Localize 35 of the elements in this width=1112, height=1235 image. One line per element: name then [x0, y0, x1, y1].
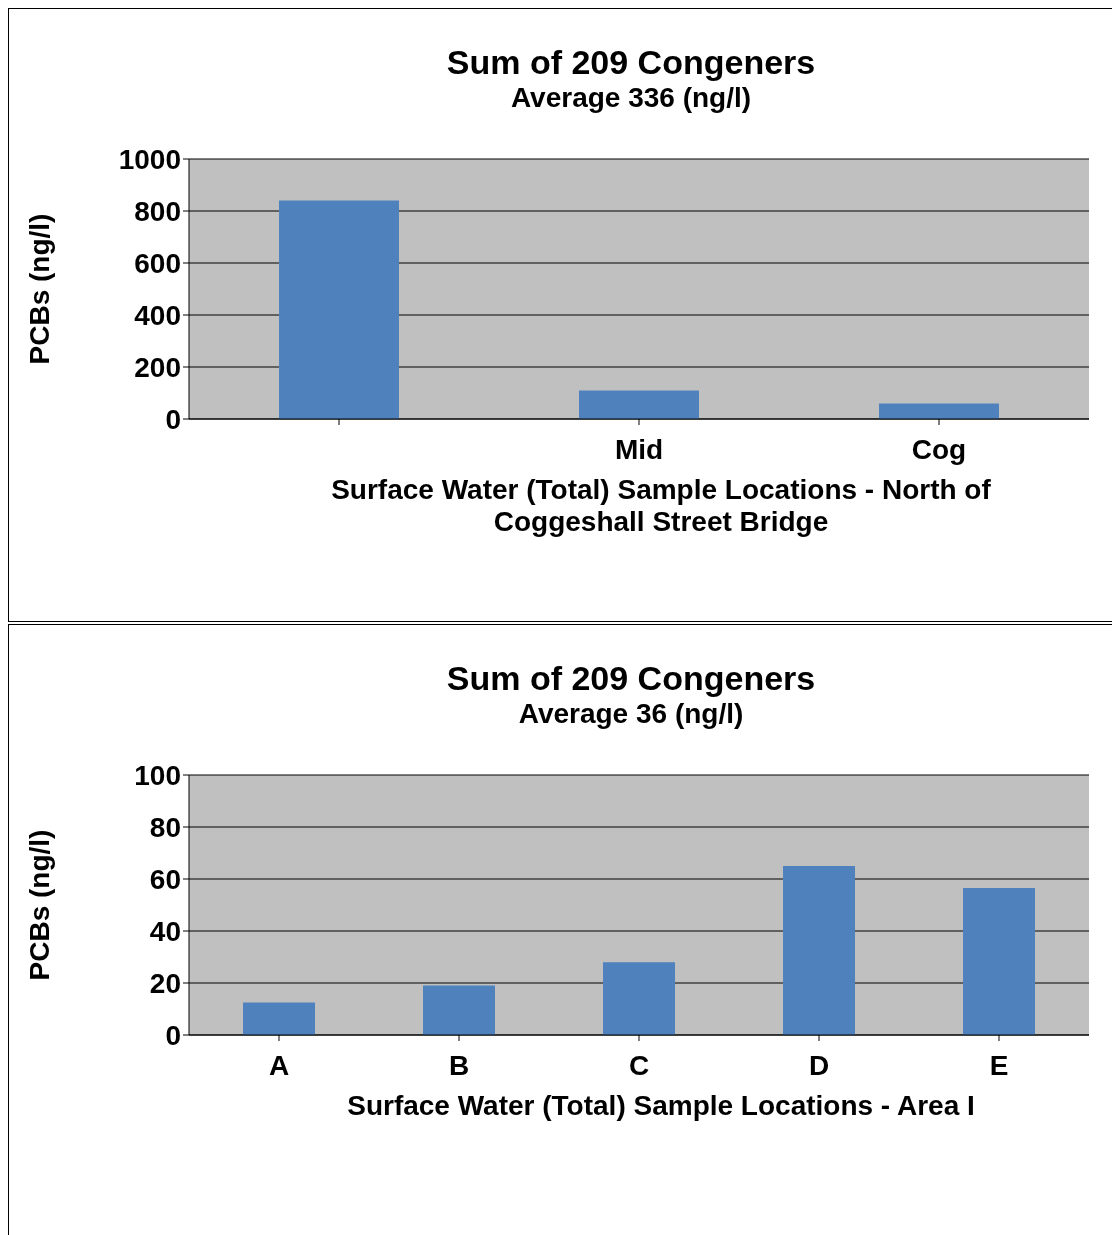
chart-subtitle: Average 336 (ng/l): [509, 82, 753, 114]
x-tick-label: Cog: [911, 433, 967, 465]
y-axis-title: PCBs (ng/l): [23, 829, 55, 981]
y-tick-label: 60: [149, 863, 181, 895]
y-tick-label: 800: [134, 195, 181, 227]
x-axis-title: Surface Water (Total) Sample Locations - North of Coggeshall Street Bridge: [330, 474, 991, 538]
chart-title: Sum of 209 Congeners: [445, 659, 817, 698]
y-axis-title: PCBs (ng/l): [23, 213, 55, 365]
y-tick-label: 600: [134, 247, 181, 279]
y-tick-label: 400: [134, 299, 181, 331]
bar: [783, 866, 855, 1035]
y-tick-label: 200: [134, 351, 181, 383]
bar: [579, 390, 699, 419]
y-tick-label: 40: [149, 915, 181, 947]
x-axis-title: Surface Water (Total) Sample Locations - Area I: [346, 1090, 976, 1122]
y-tick-label: 1000: [118, 143, 181, 175]
bar: [963, 888, 1035, 1035]
x-tick-label: A: [268, 1049, 290, 1081]
bar: [243, 1002, 315, 1035]
y-tick-label: 80: [149, 811, 181, 843]
chart-title: Sum of 209 Congeners: [445, 43, 817, 82]
x-tick-label: D: [808, 1049, 830, 1081]
x-tick-label: C: [628, 1049, 650, 1081]
bar: [423, 985, 495, 1035]
bar: [879, 403, 999, 419]
x-tick-label: B: [448, 1049, 470, 1081]
chart-subtitle: Average 36 (ng/l): [517, 698, 745, 730]
y-tick-label: 0: [165, 403, 181, 435]
bar: [603, 962, 675, 1035]
x-tick-label: Mid: [614, 433, 664, 465]
x-tick-label: E: [989, 1049, 1009, 1081]
y-tick-label: 100: [134, 759, 181, 791]
y-tick-label: 20: [149, 967, 181, 999]
bar: [279, 200, 399, 419]
y-tick-label: 0: [165, 1019, 181, 1051]
